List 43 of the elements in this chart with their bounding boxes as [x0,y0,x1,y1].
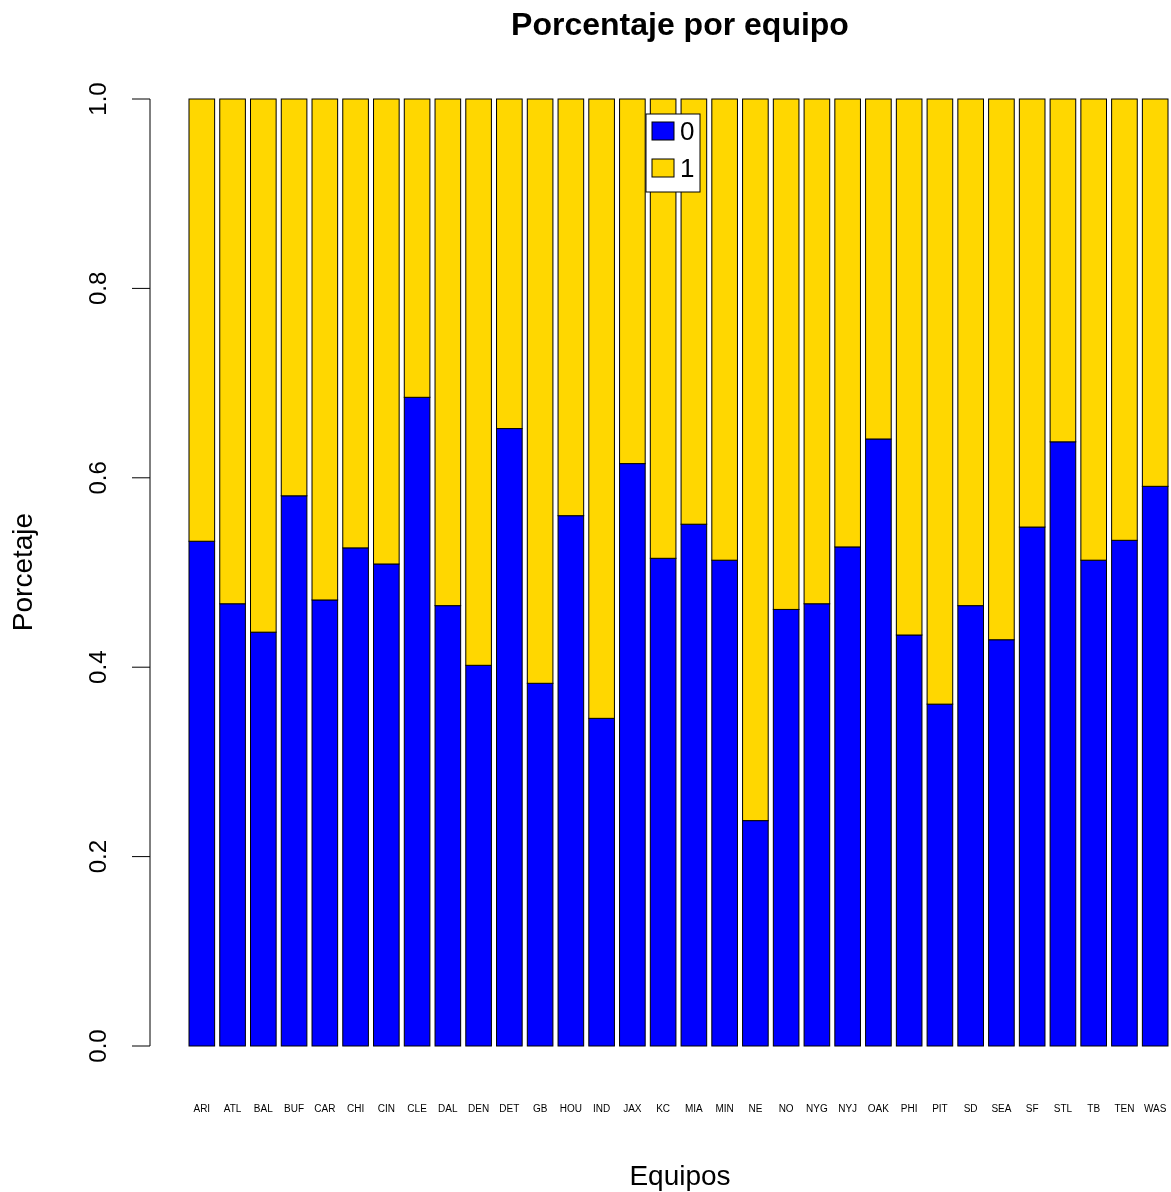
x-tick-label: PHI [900,1103,918,1114]
x-tick-label: TEN [1114,1103,1135,1114]
chart-title: Porcentaje por equipo [511,6,849,42]
x-tick-label: BAL [253,1103,274,1114]
x-tick-label: NE [748,1103,763,1114]
y-axis-title: Porcetaje [7,512,38,632]
x-tick-label: HOU [559,1103,582,1114]
y-tick-label: 0.6 [84,461,111,495]
x-tick-label: SEA [991,1103,1012,1114]
x-tick-label: ATL [223,1103,242,1114]
y-tick-label: 1.0 [84,82,111,116]
x-tick-label: NYG [806,1103,828,1114]
x-tick-label: NO [778,1103,794,1114]
y-tick-label: 0.0 [84,1029,111,1063]
x-tick-label: PIT [932,1103,948,1114]
y-tick-label: 0.2 [84,839,111,874]
x-tick-label: DET [499,1103,520,1114]
x-tick-label: MIA [684,1103,704,1114]
x-tick-label: SF [1025,1103,1039,1114]
x-tick-label: SD [963,1103,978,1114]
legend-label: 0 [680,116,695,146]
x-tick-label: DAL [438,1103,459,1114]
x-tick-label: OAK [867,1103,890,1114]
x-tick-label: CHI [346,1103,365,1114]
x-tick-label: BUF [284,1103,305,1114]
x-tick-label: CIN [377,1103,395,1114]
legend-label: 1 [680,153,695,183]
x-tick-label: WAS [1143,1103,1167,1114]
x-tick-label: CAR [314,1103,336,1114]
x-tick-label: IND [593,1103,611,1114]
y-tick-label: 0.8 [84,271,111,306]
x-tick-label: JAX [623,1103,642,1114]
x-tick-label: ARI [193,1103,211,1114]
x-tick-label: KC [656,1103,671,1114]
x-tick-label: GB [532,1103,548,1114]
x-tick-label: DEN [468,1103,490,1114]
x-tick-label: TB [1087,1103,1101,1114]
y-tick-label: 0.4 [84,650,111,684]
x-axis-title: Equipos [629,1160,731,1191]
x-tick-label: MIN [715,1103,734,1114]
x-tick-label: CLE [407,1103,428,1114]
x-tick-label: STL [1053,1103,1073,1114]
x-tick-label: NYJ [838,1103,858,1114]
